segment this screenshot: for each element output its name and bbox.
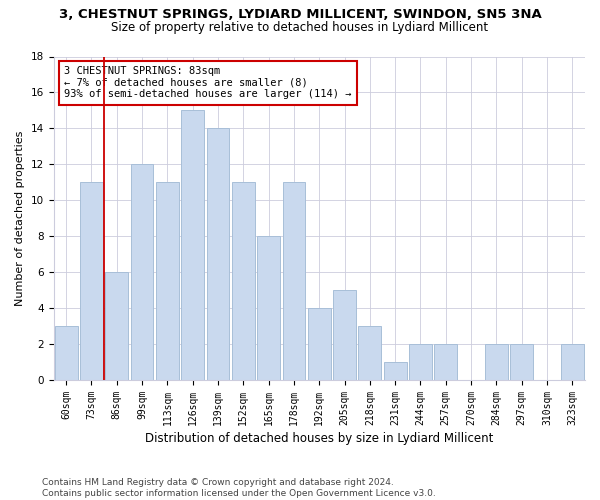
- Bar: [55, 326, 77, 380]
- Bar: [358, 326, 381, 380]
- Bar: [131, 164, 154, 380]
- Bar: [308, 308, 331, 380]
- Text: 3 CHESTNUT SPRINGS: 83sqm
← 7% of detached houses are smaller (8)
93% of semi-de: 3 CHESTNUT SPRINGS: 83sqm ← 7% of detach…: [64, 66, 352, 100]
- Bar: [181, 110, 204, 380]
- Y-axis label: Number of detached properties: Number of detached properties: [15, 130, 25, 306]
- Bar: [511, 344, 533, 380]
- Bar: [485, 344, 508, 380]
- Text: Contains HM Land Registry data © Crown copyright and database right 2024.
Contai: Contains HM Land Registry data © Crown c…: [42, 478, 436, 498]
- Bar: [206, 128, 229, 380]
- Bar: [106, 272, 128, 380]
- Bar: [409, 344, 432, 380]
- Bar: [257, 236, 280, 380]
- Bar: [283, 182, 305, 380]
- Text: Size of property relative to detached houses in Lydiard Millicent: Size of property relative to detached ho…: [112, 21, 488, 34]
- Bar: [434, 344, 457, 380]
- Bar: [384, 362, 407, 380]
- Bar: [232, 182, 255, 380]
- X-axis label: Distribution of detached houses by size in Lydiard Millicent: Distribution of detached houses by size …: [145, 432, 493, 445]
- Bar: [561, 344, 584, 380]
- Text: 3, CHESTNUT SPRINGS, LYDIARD MILLICENT, SWINDON, SN5 3NA: 3, CHESTNUT SPRINGS, LYDIARD MILLICENT, …: [59, 8, 541, 20]
- Bar: [333, 290, 356, 380]
- Bar: [156, 182, 179, 380]
- Bar: [80, 182, 103, 380]
